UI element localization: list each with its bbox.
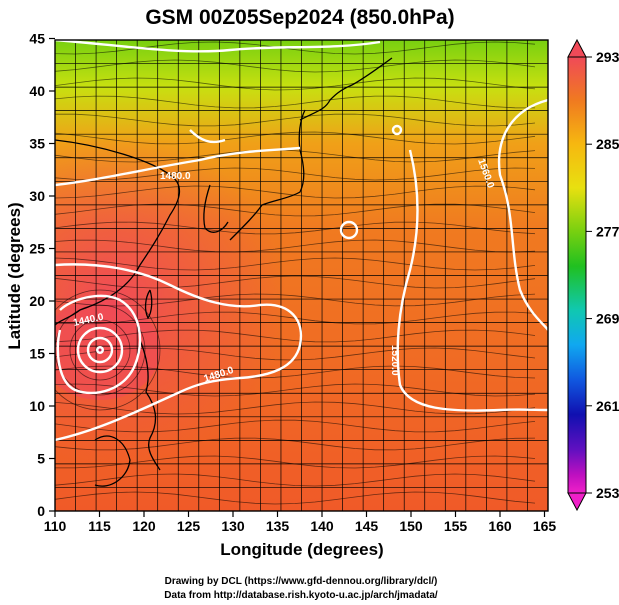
streamline: [55, 419, 536, 433]
closed-contour-small: [339, 220, 359, 240]
wind-streamlines: [55, 41, 536, 505]
x-tick-label: 155: [444, 518, 468, 534]
colorbar-bottom-arrow: [567, 492, 587, 512]
contour-1480-south: [55, 263, 303, 442]
coastline-borneo: [94, 435, 131, 487]
streamline: [55, 275, 536, 289]
y-tick-label: 35: [29, 136, 45, 152]
y-tick-label: 40: [29, 83, 45, 99]
y-tick-label: 30: [29, 188, 45, 204]
x-tick-label: 110: [44, 518, 67, 534]
streamline: [55, 239, 536, 253]
cyclonic-streamline: [69, 319, 131, 381]
x-tick-label: 120: [132, 518, 156, 534]
cyclonic-streamline: [55, 289, 161, 411]
height-contours: [55, 40, 548, 442]
warm-core: [55, 300, 160, 400]
streamline: [55, 203, 536, 217]
coastline-kurils: [351, 57, 393, 86]
x-tick-label: 130: [221, 518, 245, 534]
typhoon-eye-contour-outer: [76, 326, 124, 374]
plot-area: 1480.0 1560.0 1440.0 1480.0 1520.0: [55, 40, 548, 511]
contour-north-edge: [55, 40, 381, 53]
streamline: [55, 311, 536, 325]
coastline-hokkaido: [299, 84, 353, 121]
x-tick-label: 125: [177, 518, 201, 534]
typhoon-center-dot: [98, 348, 102, 352]
streamline: [55, 473, 536, 487]
contour-northwest-small: [189, 129, 226, 144]
coastline-taiwan: [144, 289, 153, 320]
streamline: [55, 59, 536, 73]
y-axis-label: Latitude (degrees): [5, 202, 24, 349]
streamline: [55, 491, 536, 505]
coastline-china: [55, 139, 181, 326]
y-tick-label: 0: [37, 503, 45, 519]
colorbar-tick-label: 293: [596, 49, 619, 65]
coastlines: [55, 57, 393, 487]
x-tick-label: 140: [310, 518, 334, 534]
streamline: [55, 185, 536, 199]
streamline: [55, 131, 536, 145]
x-tick-label: 115: [88, 518, 111, 534]
y-tick-label: 10: [29, 398, 45, 414]
colorbar-tick-label: 261: [596, 398, 619, 414]
streamline: [55, 149, 536, 163]
streamline: [55, 383, 536, 397]
x-tick-label: 165: [533, 518, 557, 534]
typhoon-eye-contour-inner: [86, 336, 114, 364]
colorbar-ticks: 293 285 277 269 261 253: [586, 49, 619, 501]
x-tick-label: 135: [266, 518, 290, 534]
y-tick-label: 25: [29, 241, 45, 257]
contour-label-1520: 1520.0: [389, 345, 400, 376]
colorbar-tick-label: 269: [596, 311, 619, 327]
x-tick-label: 160: [488, 518, 512, 534]
y-tick-label: 5: [37, 451, 45, 467]
y-tick-label: 15: [29, 346, 45, 362]
y-axis-ticks: 0 5 10 15 20 25 30 35 40 45: [29, 31, 55, 519]
streamline: [55, 437, 536, 451]
x-axis-ticks: 110 115 120 125 130 135 140 145 150 155 160 165: [44, 511, 557, 534]
streamline: [55, 257, 536, 271]
colorbar: 293 285 277 269 261 253: [567, 38, 619, 512]
streamline: [55, 365, 536, 379]
credit-drawing: Drawing by DCL (https://www.gfd-dennou.o…: [165, 576, 438, 587]
streamline: [55, 401, 536, 415]
streamline: [55, 347, 536, 361]
coastline-korea: [203, 184, 229, 233]
coastline-japan: [229, 109, 306, 241]
streamline: [55, 113, 536, 127]
x-tick-label: 150: [399, 518, 423, 534]
streamline: [55, 167, 536, 181]
contour-1560: [497, 98, 548, 331]
streamline: [55, 95, 536, 109]
streamline: [55, 329, 536, 343]
y-tick-label: 20: [29, 293, 45, 309]
contour-1480-north: [55, 146, 301, 187]
colorbar-gradient: [567, 56, 587, 494]
lat-lon-grid: [55, 40, 548, 511]
typhoon-marker: [96, 346, 104, 354]
streamline: [55, 293, 536, 307]
y-tick-label: 45: [29, 31, 45, 47]
contour-1440-ring: [56, 294, 142, 395]
plot-frame: [54, 39, 549, 512]
x-tick-label: 145: [355, 518, 379, 534]
colorbar-tick-label: 285: [596, 136, 619, 152]
contour-1520: [396, 149, 548, 412]
contour-label-1480-north: 1480.0: [160, 171, 191, 182]
streamline: [55, 221, 536, 235]
figure-title: GSM 00Z05Sep2024 (850.0hPa): [145, 6, 454, 29]
coastline-philippines: [139, 339, 161, 471]
streamline: [55, 77, 536, 91]
cyclonic-streamline: [55, 304, 146, 396]
streamline: [55, 455, 536, 469]
colorbar-tick-label: 277: [596, 223, 619, 239]
colorbar-top-arrow: [567, 38, 587, 58]
closed-contour-tiny: [391, 124, 403, 136]
x-axis-label: Longitude (degrees): [220, 540, 383, 559]
credit-data: Data from http://database.rish.kyoto-u.a…: [164, 590, 438, 601]
colorbar-tick-label: 253: [596, 485, 619, 501]
